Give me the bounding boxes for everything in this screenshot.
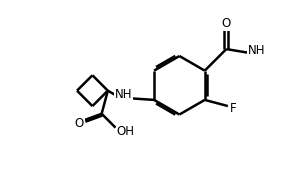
Text: F: F [230,102,237,115]
Text: O: O [75,117,84,130]
Text: NH: NH [248,44,265,57]
Text: NH: NH [115,88,132,101]
Text: O: O [222,17,231,30]
Text: OH: OH [117,125,135,138]
